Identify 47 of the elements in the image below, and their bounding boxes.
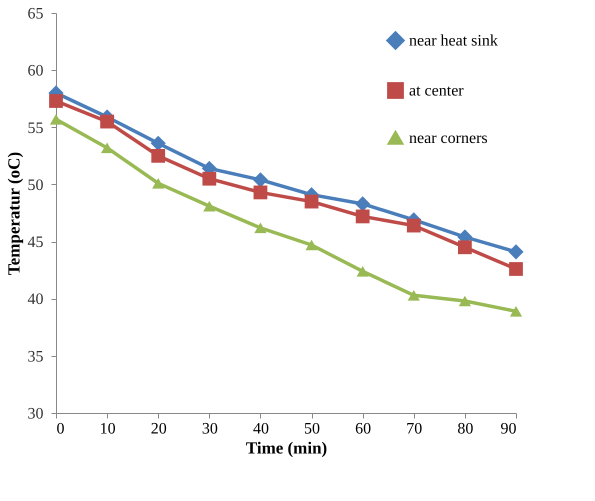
point <box>406 218 421 232</box>
point <box>304 194 318 208</box>
y-tick-label: 30 <box>28 406 44 422</box>
y-tick-label: 40 <box>28 291 44 308</box>
point <box>355 196 370 212</box>
legend-label: near heat sink <box>409 32 498 50</box>
point <box>252 172 268 188</box>
point <box>100 114 114 128</box>
point <box>202 172 216 186</box>
x-tick-label: 0 <box>56 420 64 438</box>
point <box>254 186 268 200</box>
point <box>151 148 166 163</box>
x-tick-label: 30 <box>202 420 218 438</box>
x-tick-label: 90 <box>500 420 516 438</box>
y-axis-title: Temperatur (oC) <box>4 152 24 276</box>
x-tick-label: 60 <box>355 420 372 438</box>
point <box>356 210 370 224</box>
point <box>50 114 62 125</box>
point <box>408 290 420 301</box>
legend-label: near corners <box>409 130 488 147</box>
point <box>254 222 267 234</box>
x-tick-label: 10 <box>100 420 116 438</box>
y-tick-label: 45 <box>28 234 44 252</box>
point <box>150 136 166 151</box>
x-tick-label: 40 <box>252 420 269 438</box>
y-tick-label: 60 <box>28 62 44 80</box>
point <box>305 240 318 250</box>
y-tick-label: 50 <box>28 176 44 194</box>
point <box>458 296 472 306</box>
y-tick-label: 65 <box>28 6 44 22</box>
point <box>458 240 472 254</box>
y-tick-label: 35 <box>28 348 44 366</box>
point <box>509 262 523 276</box>
legend-label: at center <box>409 82 464 100</box>
point <box>510 306 522 317</box>
x-tick-label: 20 <box>150 420 167 438</box>
point <box>203 200 216 212</box>
x-tick-label: 80 <box>457 420 474 438</box>
x-axis-title: Time (min) <box>246 438 328 458</box>
point <box>356 266 369 277</box>
point <box>152 178 164 189</box>
y-tick-label: 55 <box>28 120 44 137</box>
x-tick-label: 70 <box>406 420 422 438</box>
point <box>100 142 114 154</box>
point <box>49 94 63 108</box>
x-tick-label: 50 <box>304 420 320 438</box>
point <box>508 244 524 260</box>
